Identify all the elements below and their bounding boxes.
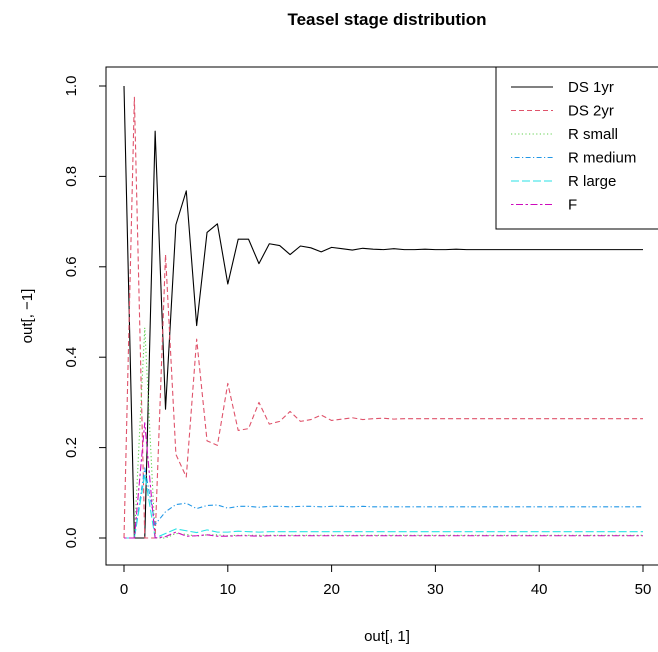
series-layer bbox=[123, 85, 643, 539]
x-tick-label: 0 bbox=[120, 581, 128, 598]
y-tick-label: 0.0 bbox=[63, 528, 80, 549]
x-axis-label: out[, 1] bbox=[364, 628, 410, 645]
y-tick-label: 0.2 bbox=[63, 437, 80, 458]
y-axis-label: out[, −1] bbox=[19, 289, 36, 344]
x-tick-label: 20 bbox=[323, 581, 340, 598]
x-tick-label: 50 bbox=[635, 581, 652, 598]
y-tick-label: 1.0 bbox=[63, 76, 80, 97]
legend-label: R small bbox=[568, 126, 618, 143]
y-axis: 0.0 0.2 0.4 0.6 0.8 1.0 bbox=[63, 76, 107, 549]
x-tick-label: 30 bbox=[427, 581, 444, 598]
series-line-r-medium bbox=[124, 467, 643, 539]
legend-label: R large bbox=[568, 173, 616, 190]
series-line-r-large bbox=[124, 474, 643, 539]
chart-title: Teasel stage distribution bbox=[287, 10, 486, 29]
legend: DS 1yr DS 2yr R small R medium R large F bbox=[495, 66, 658, 230]
x-tick-label: 40 bbox=[531, 581, 548, 598]
y-tick-label: 0.4 bbox=[63, 347, 80, 368]
legend-label: DS 1yr bbox=[568, 79, 614, 96]
legend-box bbox=[495, 66, 658, 230]
legend-label: R medium bbox=[568, 150, 636, 167]
x-axis: 0 10 20 30 40 50 bbox=[120, 564, 652, 598]
y-tick-label: 0.8 bbox=[63, 166, 80, 187]
x-tick-label: 10 bbox=[219, 581, 236, 598]
legend-label: DS 2yr bbox=[568, 103, 614, 120]
series-line-f bbox=[124, 422, 643, 539]
series-line-ds-2yr bbox=[123, 96, 643, 539]
y-tick-label: 0.6 bbox=[63, 256, 80, 277]
legend-label: F bbox=[568, 197, 577, 214]
series-line-ds-1yr bbox=[123, 85, 643, 539]
